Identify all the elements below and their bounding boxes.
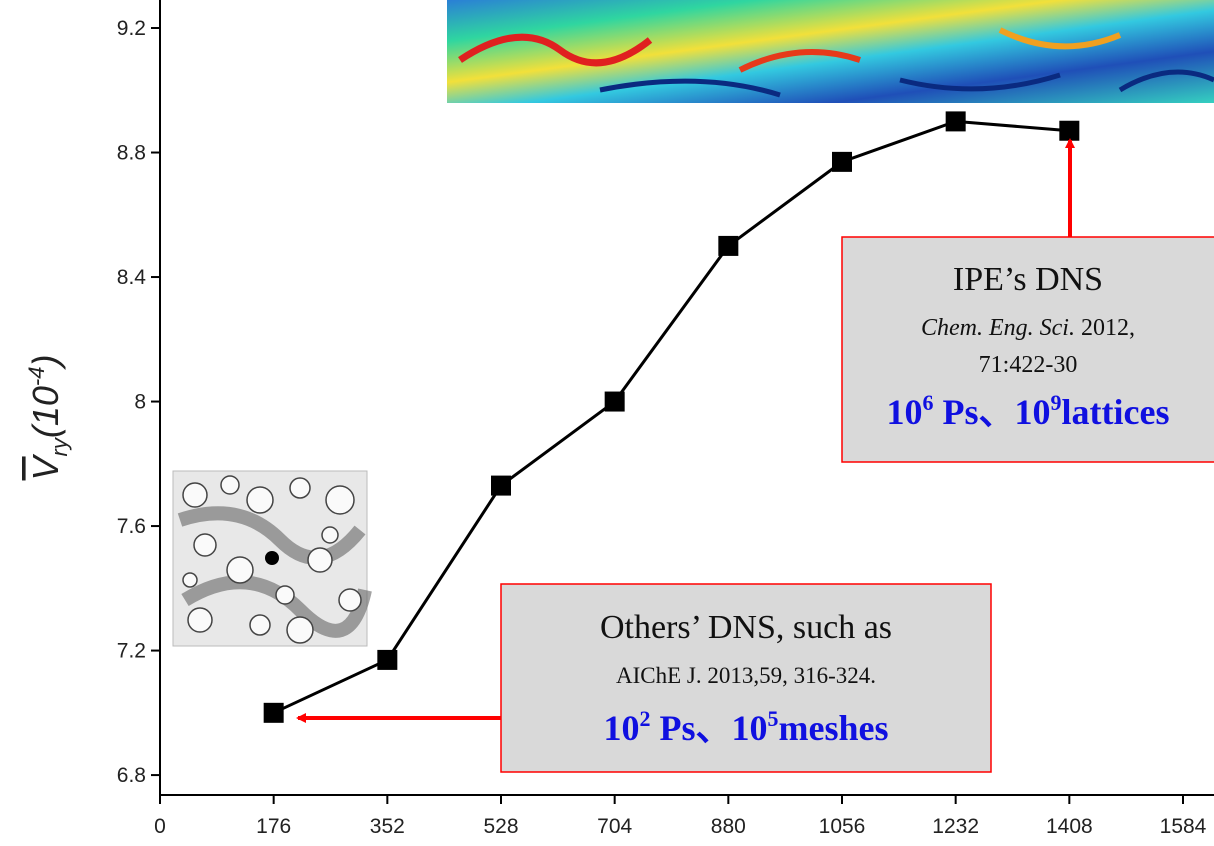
label-part: 6 [923, 390, 934, 415]
x-tick-label: 352 [370, 815, 405, 838]
x-tick-label: 704 [597, 815, 632, 838]
y-tick-label: 8.4 [117, 266, 147, 289]
x-tick-label: 528 [483, 815, 518, 838]
x-tick-label: 1584 [1160, 815, 1207, 838]
label-part: 10 [732, 708, 768, 748]
point [718, 236, 738, 256]
label-part: Ps、 [934, 392, 1015, 432]
label-part: -4 [24, 367, 49, 387]
label-part: meshes [779, 708, 889, 748]
y-tick-label: 9.2 [117, 17, 146, 40]
flow-image [447, 0, 1214, 103]
x-tick-label: 880 [711, 815, 746, 838]
point [1059, 121, 1079, 141]
label-part: 10 [1015, 392, 1051, 432]
particle-image [173, 471, 367, 646]
point [605, 392, 625, 412]
label-part: Chem. Eng. Sci. [921, 315, 1075, 341]
y-axis-label: Vry(10-4) [24, 355, 72, 481]
point [946, 111, 966, 131]
annotation-title: Others’ DNS, such as [600, 609, 892, 646]
annotation-title: IPE’s DNS [953, 261, 1103, 298]
annotation-ref: AIChE J. 2013,59, 316-324. [616, 663, 876, 688]
point [491, 476, 511, 496]
x-tick-label: 176 [256, 815, 291, 838]
x-tick-label: 1056 [819, 815, 866, 838]
label-part: 10 [603, 708, 639, 748]
x-tick-label: 1408 [1046, 815, 1093, 838]
annotation-ref: 71:422-30 [979, 352, 1078, 378]
page: {"chart_data": {"type": "line", "x": [17… [0, 0, 1214, 846]
x-tick-label: 1232 [932, 815, 979, 838]
label-part: 2 [639, 706, 650, 731]
y-tick-label: 8.8 [117, 142, 146, 165]
label-part: 2012, [1081, 315, 1135, 341]
label-part: Ps、 [650, 708, 731, 748]
y-tick-label: 6.8 [117, 764, 146, 787]
y-tick-label: 7.2 [117, 640, 146, 663]
point [377, 650, 397, 670]
label-part: 9 [1051, 390, 1062, 415]
label-part: V [25, 453, 66, 480]
point [832, 152, 852, 172]
label-part: 10 [887, 392, 923, 432]
point [264, 703, 284, 723]
label-part: (10 [25, 386, 66, 438]
y-tick-label: 8 [134, 391, 146, 414]
label-part: 5 [768, 706, 779, 731]
x-tick-label: 0 [154, 815, 166, 838]
annotation-ref: Chem. Eng. Sci. 2012, [921, 315, 1135, 341]
label-part: ry [47, 436, 72, 456]
chart: 6.87.27.688.48.89.2017635252870488010561… [0, 0, 1214, 846]
label-part: lattices [1062, 392, 1170, 432]
y-tick-label: 7.6 [117, 515, 146, 538]
